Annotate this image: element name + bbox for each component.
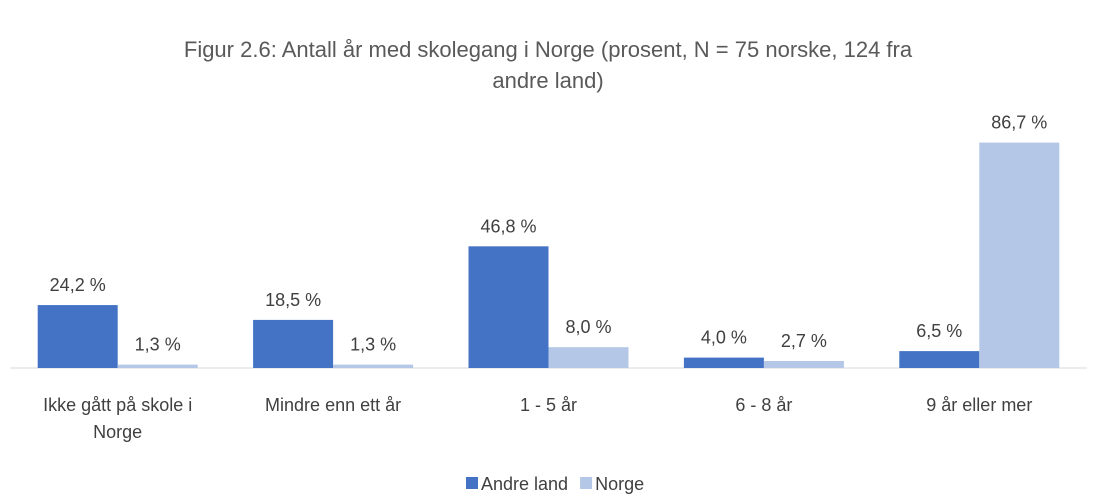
bar: [763, 360, 844, 368]
data-label: 1,3 %: [135, 335, 181, 355]
data-label: 24,2 %: [50, 275, 106, 295]
chart-title: Figur 2.6: Antall år med skolegang i Nor…: [183, 37, 913, 93]
bar: [253, 319, 334, 368]
data-label: 4,0 %: [701, 328, 747, 348]
data-label: 2,7 %: [781, 331, 827, 351]
legend-label: Andre land: [481, 474, 568, 494]
x-tick-label: Ikke gått på skole i Norge: [43, 395, 193, 442]
bar: [548, 347, 629, 368]
bar: [37, 305, 118, 368]
legend-swatch: [580, 477, 593, 489]
bar: [979, 142, 1060, 368]
data-label: 6,5 %: [916, 321, 962, 341]
x-tick-label: 6 - 8 år: [735, 395, 793, 415]
bar: [333, 364, 414, 368]
bar: [899, 351, 980, 368]
data-label: 46,8 %: [480, 216, 536, 236]
legend-label: Norge: [595, 474, 644, 494]
x-tick-label: Mindre enn ett år: [265, 395, 402, 415]
data-label: 18,5 %: [265, 290, 321, 310]
bar: [683, 357, 764, 368]
legend-swatch: [466, 477, 478, 489]
data-label: 86,7 %: [991, 113, 1047, 133]
bar: [117, 364, 198, 368]
x-tick-label: 9 år eller mer: [926, 395, 1033, 415]
bar: [468, 246, 549, 368]
data-label: 1,3 %: [350, 335, 396, 355]
x-tick-label: 1 - 5 år: [519, 395, 578, 415]
data-label: 8,0 %: [565, 317, 611, 337]
